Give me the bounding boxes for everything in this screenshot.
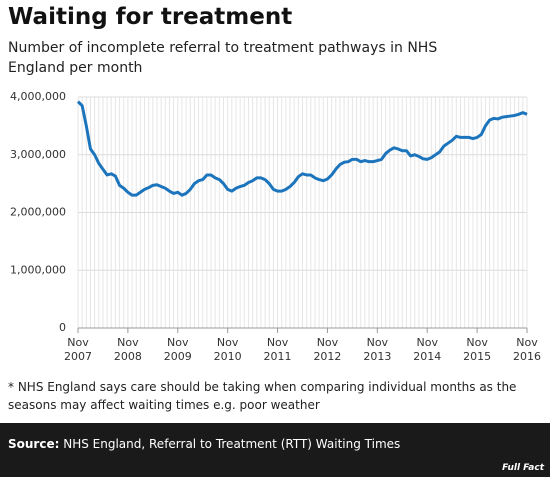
- footer: Source: NHS England, Referral to Treatme…: [0, 423, 550, 477]
- x-tick-label: Nov 2012: [313, 336, 342, 363]
- source-label: Source:: [8, 437, 60, 451]
- x-tick-label: Nov 2009: [163, 336, 192, 363]
- chart-title: Waiting for treatment: [8, 4, 293, 30]
- y-tick-label: 4,000,000: [10, 90, 66, 103]
- chart-subtitle: Number of incomplete referral to treatme…: [8, 40, 438, 76]
- x-tick-label: Nov 2010: [213, 336, 242, 363]
- line-series: [76, 100, 528, 197]
- y-tick-label: 0: [59, 321, 66, 334]
- logo: Full Fact: [502, 463, 544, 473]
- source-text: NHS England, Referral to Treatment (RTT)…: [63, 437, 401, 451]
- source: Source: NHS England, Referral to Treatme…: [8, 437, 400, 451]
- x-tick-label: Nov 2008: [113, 336, 142, 363]
- y-tick-label: 1,000,000: [10, 263, 66, 276]
- x-tick-label: Nov 2014: [413, 336, 442, 363]
- y-tick-label: 2,000,000: [10, 206, 66, 219]
- x-tick-label: Nov 2016: [513, 336, 541, 363]
- x-tick-label: Nov 2015: [463, 336, 492, 363]
- footnote: * NHS England says care should be taking…: [8, 380, 517, 412]
- y-tick-label: 3,000,000: [10, 148, 66, 161]
- x-tick-label: Nov 2011: [263, 336, 292, 363]
- x-tick-label: Nov 2013: [363, 336, 392, 363]
- x-tick-label: Nov 2007: [64, 336, 92, 363]
